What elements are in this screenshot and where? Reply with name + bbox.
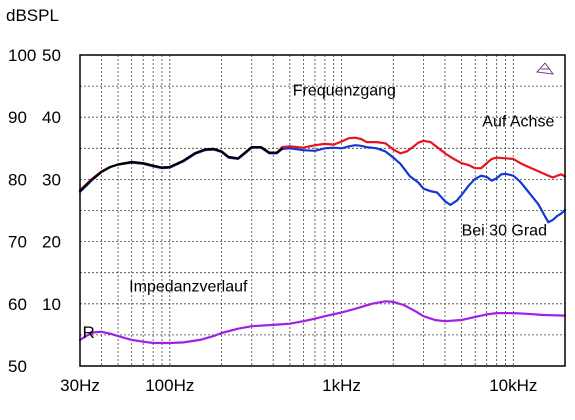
y-tick-label: 90 <box>8 108 27 127</box>
annotation-bei-30-grad: Bei 30 Grad <box>462 222 547 239</box>
y-tick-label-secondary: 20 <box>42 233 61 252</box>
y-tick-label: 60 <box>8 295 27 314</box>
plot-frame <box>79 54 566 367</box>
x-tick-label: 1kHz <box>322 376 361 395</box>
grid <box>80 55 565 366</box>
x-tick-label: 30Hz <box>60 376 100 395</box>
y-tick-label-secondary: 10 <box>42 295 61 314</box>
y-tick-label-secondary: 40 <box>42 108 61 127</box>
annotations: Frequenzgang Auf Achse Bei 30 Grad Impedanz… <box>82 82 554 342</box>
y-tick-label: 50 <box>8 357 27 376</box>
series-line-impedanzverlauf <box>78 300 567 345</box>
unit-label: dBSPL <box>6 6 59 25</box>
y-tick-label: 80 <box>8 170 27 189</box>
annotation-r: R <box>82 323 94 342</box>
annotation-frequenzgang: Frequenzgang <box>293 82 396 99</box>
y-tick-label: 70 <box>8 233 27 252</box>
y-tick-label: 100 <box>8 46 36 65</box>
series-line-overlay-3 <box>78 146 284 193</box>
series-layer <box>78 136 567 345</box>
y-tick-label-secondary: 50 <box>42 46 61 65</box>
y-tick-label-secondary: 30 <box>42 170 61 189</box>
x-tick-label: 10kHz <box>489 376 537 395</box>
logo-icon <box>535 62 555 75</box>
x-tick-label: 100Hz <box>145 376 194 395</box>
tick-labels: 100 50 90 40 80 30 70 20 60 10 50 30Hz 100Hz 1kHz 10kH… <box>8 46 537 395</box>
annotation-auf-achse: Auf Achse <box>482 114 554 131</box>
annotation-impedanzverlauf: Impedanzverlauf <box>129 278 248 295</box>
